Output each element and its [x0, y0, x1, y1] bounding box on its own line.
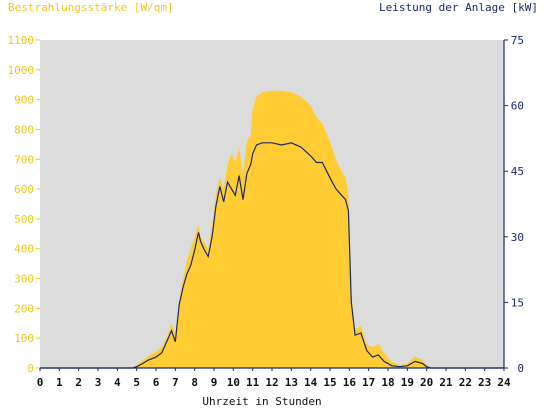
left-tick-label: 1100 [8, 34, 35, 47]
x-tick-label: 19 [401, 376, 414, 389]
x-tick-label: 6 [153, 376, 160, 389]
left-tick-label: 900 [14, 94, 34, 107]
x-tick-label: 9 [211, 376, 218, 389]
left-tick-label: 1000 [8, 64, 35, 77]
x-tick-label: 14 [304, 376, 318, 389]
right-tick-label: 30 [511, 231, 524, 244]
x-tick-label: 2 [75, 376, 82, 389]
right-tick-label: 45 [511, 165, 524, 178]
x-tick-label: 17 [362, 376, 375, 389]
x-tick-label: 21 [439, 376, 453, 389]
x-tick-label: 10 [227, 376, 240, 389]
x-tick-label: 1 [56, 376, 63, 389]
right-tick-label: 15 [511, 296, 524, 309]
left-tick-label: 400 [14, 243, 34, 256]
left-tick-label: 300 [14, 273, 34, 286]
x-tick-label: 16 [343, 376, 357, 389]
irradiance-area [40, 90, 504, 368]
left-tick-label: 200 [14, 302, 34, 315]
left-tick-label: 700 [14, 153, 34, 166]
right-axis-title: Leistung der Anlage [kW] [379, 1, 538, 14]
power-line [40, 142, 504, 369]
right-tick-label: 75 [511, 34, 524, 47]
right-tick-label: 60 [511, 100, 524, 113]
x-tick-label: 12 [265, 376, 278, 389]
x-tick-label: 13 [285, 376, 298, 389]
x-tick-label: 5 [133, 376, 140, 389]
left-tick-label: 500 [14, 213, 34, 226]
x-tick-label: 7 [172, 376, 179, 389]
x-tick-label: 24 [497, 376, 511, 389]
left-tick-label: 0 [27, 362, 34, 375]
x-tick-label: 15 [323, 376, 336, 389]
x-tick-label: 3 [95, 376, 102, 389]
x-tick-label: 22 [459, 376, 472, 389]
left-tick-label: 100 [14, 332, 34, 345]
x-tick-label: 20 [420, 376, 433, 389]
left-tick-labels: 0 100 200 300 400 500 600 700 800 900 1000 1100 [8, 34, 40, 375]
left-tick-label: 800 [14, 123, 34, 136]
x-tick-label: 0 [37, 376, 44, 389]
x-tick-label: 8 [191, 376, 198, 389]
x-tick-label: 4 [114, 376, 121, 389]
x-axis-title: Uhrzeit in Stunden [202, 395, 321, 408]
x-tick-label: 23 [478, 376, 491, 389]
x-tick-label: 18 [381, 376, 394, 389]
left-tick-label: 600 [14, 183, 34, 196]
left-axis-title: Bestrahlungsstärke [W/qm] [8, 1, 174, 14]
x-tick-label: 11 [246, 376, 260, 389]
right-tick-labels: 0 15 30 45 60 75 [504, 34, 524, 375]
right-tick-label: 0 [517, 362, 524, 375]
x-tick-labels: 0 1 2 3 4 5 6 7 8 9 10 11 12 13 14 15 16 17 18 19 20 21 22 23 24 [37, 368, 511, 389]
